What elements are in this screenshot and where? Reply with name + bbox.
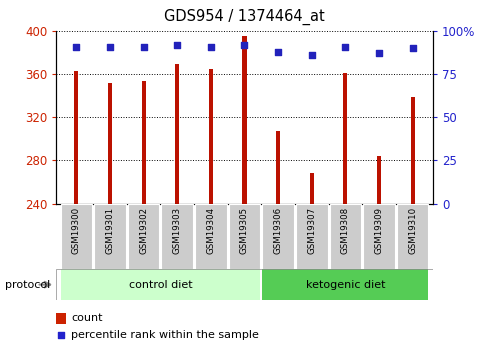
Text: GSM19307: GSM19307 [306, 207, 316, 254]
Bar [142, 81, 145, 204]
Bar [74, 71, 78, 204]
Text: ketogenic diet: ketogenic diet [305, 280, 385, 289]
Point [307, 52, 315, 58]
Point [72, 44, 80, 49]
Text: GSM19305: GSM19305 [240, 207, 248, 254]
Text: percentile rank within the sample: percentile rank within the sample [71, 330, 259, 339]
Text: protocol: protocol [5, 280, 50, 289]
Point [341, 44, 348, 49]
Bar [396, 204, 427, 269]
Text: GSM19306: GSM19306 [273, 207, 282, 254]
Bar [208, 69, 212, 204]
Bar [108, 83, 112, 204]
Bar [262, 204, 293, 269]
Text: GSM19300: GSM19300 [72, 207, 81, 254]
Point [374, 51, 382, 56]
Bar [175, 65, 179, 204]
Bar [56, 313, 65, 324]
Bar [242, 37, 246, 204]
Bar [61, 269, 260, 300]
Bar [61, 204, 92, 269]
Text: GSM19309: GSM19309 [374, 207, 383, 254]
Bar [94, 204, 125, 269]
Text: count: count [71, 313, 102, 323]
Point [240, 42, 248, 48]
Text: GSM19304: GSM19304 [206, 207, 215, 254]
Bar [228, 204, 260, 269]
Text: control diet: control diet [128, 280, 192, 289]
Text: GSM19301: GSM19301 [105, 207, 114, 254]
Point [57, 332, 64, 337]
Bar [343, 73, 346, 204]
Bar [295, 204, 327, 269]
Bar [410, 97, 414, 204]
Bar [195, 204, 226, 269]
Bar [329, 204, 361, 269]
Text: GSM19310: GSM19310 [407, 207, 416, 254]
Bar [262, 269, 427, 300]
Text: GSM19303: GSM19303 [172, 207, 182, 254]
Bar [376, 156, 380, 204]
Bar [276, 131, 280, 204]
Point [206, 44, 214, 49]
Point [106, 44, 114, 49]
Point [140, 44, 147, 49]
Bar [127, 204, 159, 269]
Bar [363, 204, 394, 269]
Point [173, 42, 181, 48]
Text: GDS954 / 1374464_at: GDS954 / 1374464_at [164, 9, 324, 25]
Point [274, 49, 282, 55]
Bar [309, 173, 313, 204]
Point [408, 46, 416, 51]
Bar [161, 204, 193, 269]
Text: GSM19302: GSM19302 [139, 207, 148, 254]
Text: GSM19308: GSM19308 [340, 207, 349, 254]
